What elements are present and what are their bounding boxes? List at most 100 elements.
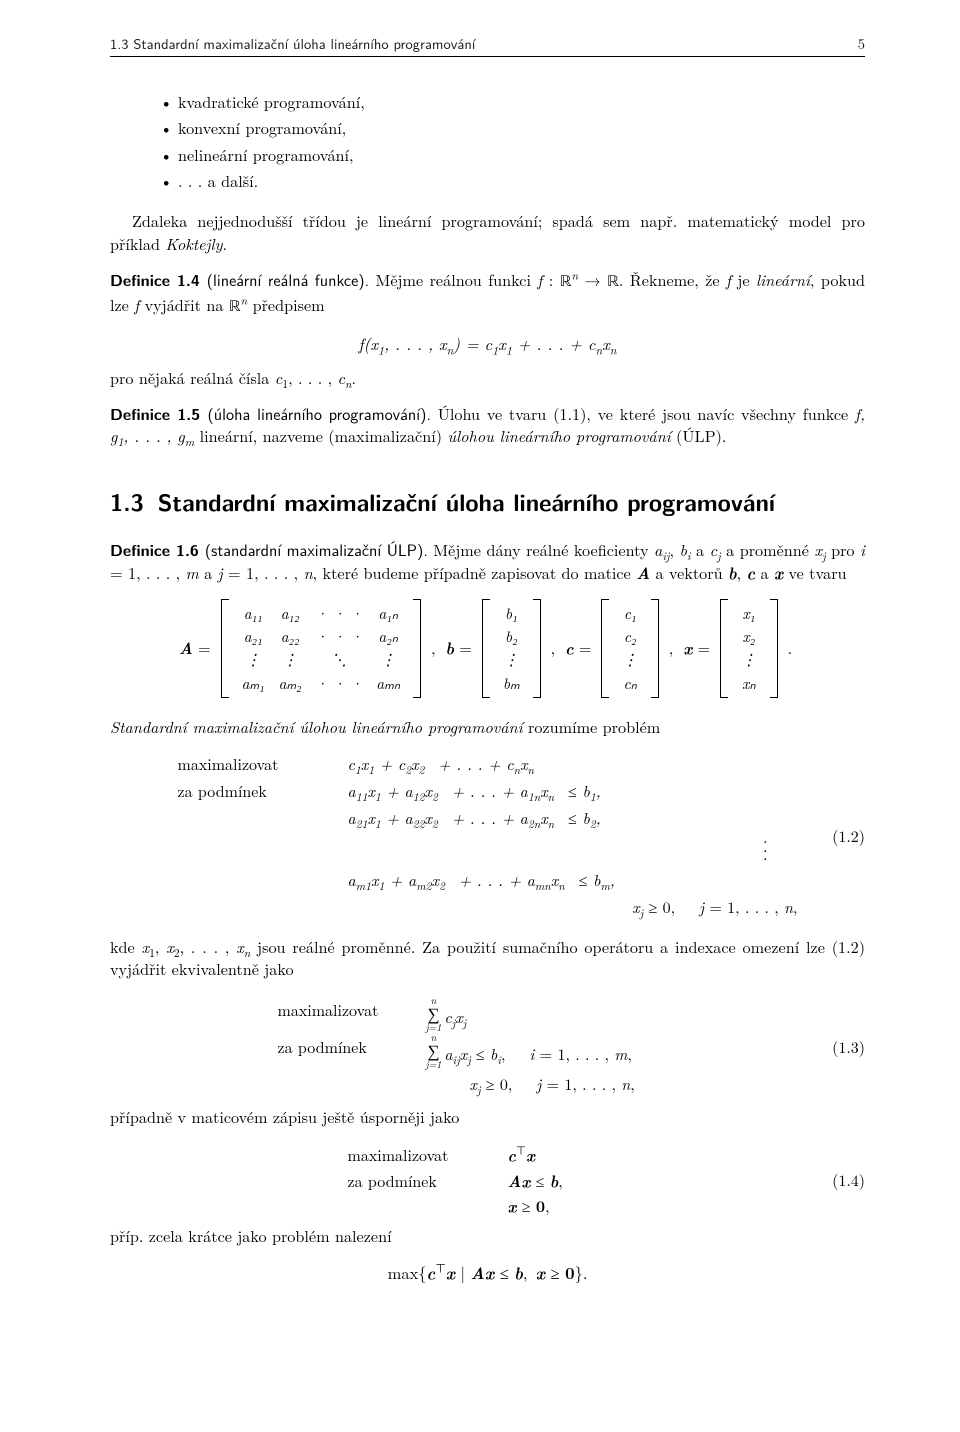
math: f [537, 268, 542, 291]
objective-matrix: c⊤x [508, 1142, 628, 1168]
matrix-lhs-c: c = [565, 637, 595, 659]
math: c [747, 560, 756, 584]
definition-1-5: Definice 1.5 (úloha lineárního programov… [110, 403, 865, 448]
comma: , [665, 637, 677, 659]
text: , které budeme případně zapisovat do mat… [313, 561, 636, 584]
text: Mějme reálnou funkci [369, 268, 537, 291]
equation-block-1-4: maximalizovat c⊤x za podmínek Ax ≤ b, x … [110, 1142, 865, 1219]
text: rozumíme problém [523, 715, 661, 738]
matrix-lhs-x: x = [683, 637, 714, 659]
math: aij [654, 538, 669, 561]
text: je [731, 268, 756, 291]
term: Standardní maximalizační úlohou lineární… [110, 715, 523, 738]
vector-c: c₁ c₂ ⋮ cₙ [601, 599, 659, 699]
math-set: ℝ [607, 274, 619, 290]
math: max{c⊤x | Ax ≤ b, x ≥ 0}. [388, 1260, 588, 1284]
math: cj [710, 538, 721, 561]
paragraph-sum-intro: kde x1, x2, . . . , xn jsou reálné promě… [110, 936, 865, 981]
sum-symbol: n∑j=1 [426, 995, 442, 1032]
nonneg-row: xj ≥ 0, j = 1, . . . , n, [348, 895, 798, 920]
objective-sum: n∑j=1cjxj [426, 995, 698, 1032]
bullet-item: kvadratické programování, [160, 91, 865, 113]
math: bi [679, 538, 690, 561]
text: předpisem [247, 293, 324, 316]
equation-number: (1.3) [832, 1036, 865, 1058]
definition-label: Definice 1.6 [110, 538, 205, 561]
text: vyjádřit na [139, 293, 229, 316]
definition-paren: (lineární reálná funkce). [207, 268, 369, 292]
maximize-label: maximalizovat [348, 1142, 498, 1168]
constraint-row: am1x1 + am2x2 + . . . + amnxn ≤ bm, [348, 868, 798, 893]
nonneg-matrix: x ≥ 0, [508, 1193, 628, 1219]
vector-x: x₁ x₂ ⋮ xₙ [720, 599, 778, 699]
term: úlohou lineárního programování [447, 424, 670, 447]
section-title: Standardní maximalizační úloha lineárníh… [158, 485, 775, 519]
equation-linear-func: f(x1, . . . , xn) = c1x1 + . . . + cnxn [110, 332, 865, 355]
vector-b: b₁ b₂ ⋮ bₘ [482, 599, 541, 699]
sum-symbol: n∑j=1 [426, 1032, 442, 1069]
vdots: ... [348, 833, 798, 866]
comma: , [547, 637, 559, 659]
running-header: 1.3 Standardní maximalizační úloha lineá… [110, 34, 865, 57]
math-set: ℝ [229, 299, 241, 315]
comma: , [427, 637, 439, 659]
text: a [199, 561, 218, 584]
definition-paren: (úloha lineárního programování). [208, 402, 431, 426]
text: . Řekneme, že [619, 268, 726, 291]
text: Mějme dány reálné koeficienty [428, 538, 654, 561]
header-section-ref: 1.3 Standardní maximalizační úloha lineá… [110, 34, 475, 54]
constraint-sum: n∑j=1aijxj ≤ bi, i = 1, . . . , m, [426, 1032, 698, 1069]
paragraph-intro: Zdaleka nejjednodušší třídou je lineární… [110, 210, 865, 255]
math: b [728, 560, 737, 584]
paragraph-constants: pro nějaká reálná čísla c1, . . . , cn. [110, 367, 865, 389]
math: f(x1, . . . , xn) = c1x1 + . . . + cnxn [359, 331, 617, 355]
text: (ÚLP). [671, 424, 727, 447]
equation-block-1-3: maximalizovat n∑j=1cjxj za podmínek n∑j=… [110, 995, 865, 1100]
matrices-display: A = a₁₁a₁₂· · ·a₁ₙ a₂₁a₂₂· · ·a₂ₙ ⋮⋮⋱⋮ a… [110, 599, 865, 699]
bullet-item: nelineární programování, [160, 144, 865, 166]
text: a vektorů [650, 561, 728, 584]
text: pro [826, 538, 860, 561]
text: a proměnné [721, 538, 815, 561]
constraint-matrix: Ax ≤ b, [508, 1168, 628, 1194]
equation-block-1-2: maximalizovat c1x1 + c2x2 + . . . + cnxn… [110, 752, 865, 919]
subject-to-label: za podmínek [348, 1168, 498, 1194]
section-number: 1.3 [110, 486, 144, 519]
bullet-list: kvadratické programování, konvexní progr… [160, 91, 865, 192]
definition-paren: (standardní maximalizační ÚLP). [205, 538, 428, 562]
nonneg-row: xj ≥ 0, j = 1, . . . , n, [426, 1069, 698, 1099]
example-name: Koktejly [165, 232, 222, 255]
definition-1-6: Definice 1.6 (standardní maximalizační Ú… [110, 539, 865, 585]
page: 1.3 Standardní maximalizační úloha lineá… [0, 0, 960, 1432]
text: ve tvaru [783, 561, 846, 584]
header-page-number: 5 [858, 34, 865, 54]
paragraph-matrix-intro: případně v maticovém zápisu ještě úsporn… [110, 1106, 865, 1128]
definition-label: Definice 1.4 [110, 268, 207, 291]
section-heading: 1.3 Standardní maximalizační úloha lineár… [110, 486, 865, 519]
maximize-label: maximalizovat [278, 995, 418, 1032]
period: . [784, 637, 796, 659]
constraint-row: a11x1 + a12x2 + . . . + a1nxn ≤ b1, [348, 779, 798, 804]
math: x [774, 560, 783, 584]
subject-to-label: za podmínek [178, 779, 328, 804]
paragraph-short-form: příp. zcela krátce jako problém nalezení [110, 1225, 865, 1247]
text: pro nějaká reálná čísla c1, . . . , cn. [110, 366, 356, 389]
text: kde x1, x2, . . . , xn jsou reálné promě… [110, 935, 865, 980]
math-set: ℝ [560, 274, 572, 290]
equation-max-set: max{c⊤x | Ax ≤ b, x ≥ 0}. [110, 1261, 865, 1285]
equation-number: (1.2) [832, 825, 865, 847]
definition-label: Definice 1.5 [110, 402, 208, 425]
constraint-row: a21x1 + a22x2 + . . . + a2nxn ≤ b2, [348, 806, 798, 831]
bullet-item: konvexní programování, [160, 117, 865, 139]
objective: c1x1 + c2x2 + . . . + cnxn [348, 752, 798, 777]
text: . [223, 232, 228, 255]
equation-number: (1.4) [832, 1169, 865, 1191]
maximize-label: maximalizovat [178, 752, 328, 777]
matrix-A: a₁₁a₁₂· · ·a₁ₙ a₂₁a₂₂· · ·a₂ₙ ⋮⋮⋱⋮ aₘ₁aₘ… [221, 599, 421, 699]
definition-1-4: Definice 1.4 (lineární reálná funkce). M… [110, 269, 865, 318]
subject-to-label: za podmínek [278, 1032, 418, 1069]
matrix-lhs-A: A = [179, 637, 215, 659]
paragraph-standard-def: Standardní maximalizační úlohou lineární… [110, 716, 865, 738]
term-linear: lineární [756, 268, 810, 291]
bullet-item: . . . a další. [160, 170, 865, 192]
